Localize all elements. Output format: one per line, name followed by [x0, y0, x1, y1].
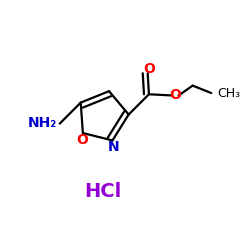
Text: CH₃: CH₃ [217, 87, 240, 100]
Text: O: O [76, 133, 88, 147]
Text: HCl: HCl [84, 182, 122, 201]
Text: N: N [108, 140, 119, 154]
Text: O: O [143, 62, 155, 76]
Text: NH₂: NH₂ [27, 116, 56, 130]
Text: O: O [170, 88, 181, 102]
